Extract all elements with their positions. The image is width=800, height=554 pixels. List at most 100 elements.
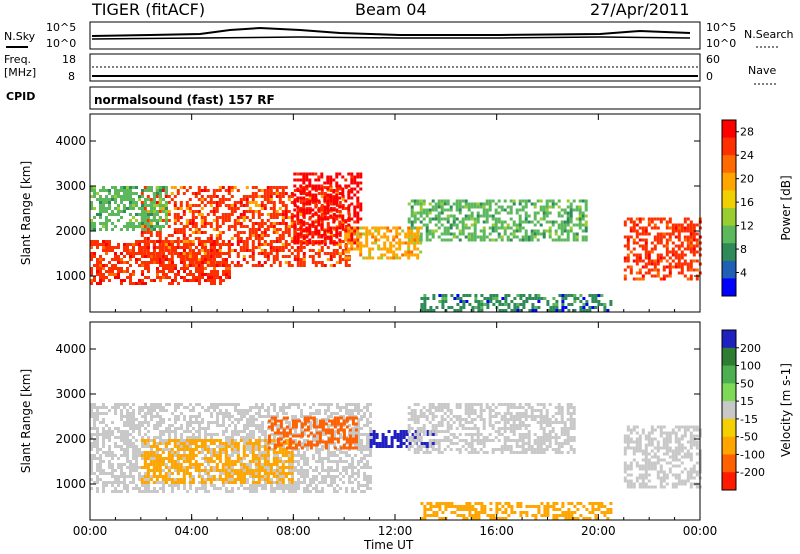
data-cell — [692, 238, 696, 242]
data-cell — [278, 261, 282, 264]
data-cell — [677, 223, 681, 227]
data-cell — [482, 226, 486, 230]
data-cell — [191, 210, 195, 213]
data-cell — [218, 469, 222, 472]
data-cell — [650, 250, 654, 254]
data-cell — [476, 220, 480, 224]
data-cell — [296, 228, 300, 231]
data-cell — [246, 463, 249, 466]
data-cell — [141, 270, 144, 273]
data-cell — [230, 249, 234, 252]
data-cell — [111, 463, 114, 466]
data-cell — [315, 421, 318, 424]
data-cell — [90, 433, 93, 436]
data-cell — [138, 243, 141, 246]
data-cell — [542, 211, 546, 215]
data-cell — [668, 271, 672, 275]
data-cell — [141, 210, 144, 213]
data-cell — [192, 252, 195, 255]
data-cell — [120, 409, 123, 412]
data-cell — [180, 445, 183, 448]
data-cell — [455, 217, 459, 221]
data-cell — [357, 436, 360, 439]
data-cell — [288, 469, 291, 472]
data-cell — [179, 481, 183, 484]
data-cell — [257, 213, 261, 216]
data-cell — [96, 213, 99, 216]
data-cell — [179, 252, 183, 255]
data-cell — [150, 457, 153, 460]
data-cell — [186, 436, 189, 439]
data-cell — [473, 226, 477, 230]
data-cell — [182, 252, 186, 255]
data-cell — [383, 235, 387, 239]
data-cell — [333, 442, 336, 445]
data-cell — [96, 406, 99, 409]
data-cell — [252, 424, 255, 427]
data-cell — [230, 469, 234, 472]
data-cell — [284, 192, 288, 195]
data-cell — [264, 436, 267, 439]
data-cell — [177, 273, 180, 276]
data-cell — [677, 259, 681, 263]
data-cell — [680, 271, 684, 275]
data-cell — [206, 264, 210, 267]
data-cell — [209, 204, 213, 207]
data-cell — [626, 247, 630, 251]
data-cell — [167, 469, 171, 472]
data-cell — [410, 214, 414, 218]
data-cell — [201, 273, 204, 276]
data-cell — [351, 433, 354, 436]
data-cell — [155, 460, 159, 463]
data-cell — [267, 406, 270, 409]
data-cell — [467, 202, 471, 206]
data-cell — [524, 238, 528, 242]
data-cell — [386, 250, 390, 254]
data-cell — [357, 427, 360, 430]
data-cell — [551, 199, 555, 203]
data-cell — [350, 178, 354, 182]
data-cell — [656, 235, 660, 239]
data-cell — [111, 249, 114, 252]
data-cell — [641, 238, 645, 242]
data-cell — [108, 261, 111, 264]
data-cell — [168, 484, 171, 487]
data-cell — [222, 451, 225, 454]
data-cell — [344, 235, 348, 239]
data-cell — [306, 448, 309, 451]
data-cell — [369, 454, 372, 457]
data-cell — [180, 403, 183, 406]
data-cell — [102, 243, 105, 246]
data-cell — [246, 409, 249, 412]
data-cell — [143, 475, 147, 478]
data-cell — [347, 193, 351, 197]
data-cell — [108, 454, 111, 457]
data-cell — [470, 211, 474, 215]
data-cell — [228, 270, 231, 273]
data-cell — [336, 463, 339, 466]
data-cell — [222, 403, 225, 406]
data-cell — [344, 220, 348, 224]
data-cell — [362, 244, 366, 248]
data-cell — [539, 208, 543, 212]
data-cell — [467, 238, 471, 242]
data-cell — [335, 214, 339, 218]
data-cell — [528, 297, 532, 300]
data-cell — [245, 240, 249, 243]
data-cell — [185, 219, 189, 222]
data-cell — [185, 204, 189, 207]
data-cell — [668, 256, 672, 260]
data-cell — [314, 178, 318, 182]
data-cell — [167, 478, 171, 481]
data-cell — [234, 430, 237, 433]
data-cell — [315, 436, 318, 439]
data-cell — [509, 226, 513, 230]
data-cell — [227, 264, 231, 267]
data-cell — [264, 481, 267, 484]
data-cell — [204, 478, 207, 481]
data-cell — [566, 223, 570, 227]
data-cell — [477, 309, 481, 312]
data-cell — [437, 205, 441, 209]
data-cell — [204, 454, 207, 457]
data-cell — [96, 481, 99, 484]
